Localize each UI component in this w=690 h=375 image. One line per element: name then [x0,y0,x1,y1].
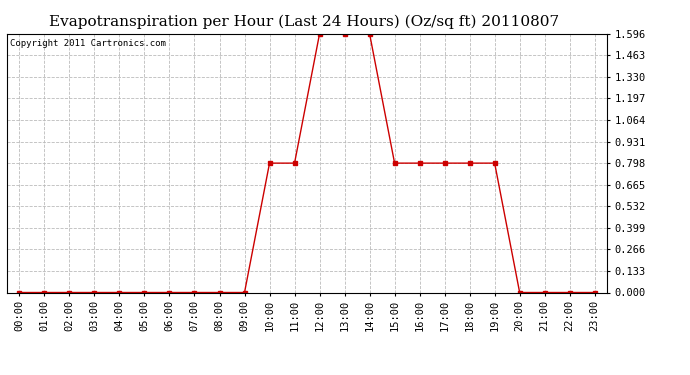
Text: Copyright 2011 Cartronics.com: Copyright 2011 Cartronics.com [10,39,166,48]
Text: Evapotranspiration per Hour (Last 24 Hours) (Oz/sq ft) 20110807: Evapotranspiration per Hour (Last 24 Hou… [48,15,559,29]
